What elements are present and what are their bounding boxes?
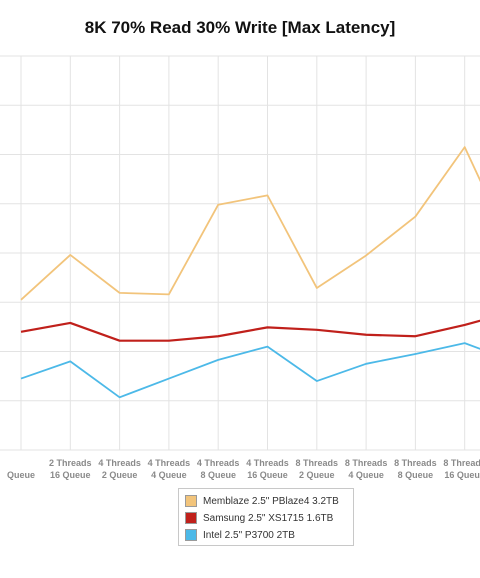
x-tick-label: 4 Threads [197, 458, 240, 468]
x-tick-label: 2 Queue [299, 470, 335, 480]
x-tick-label: 8 Threads [296, 458, 339, 468]
x-tick-label: 8 Queue [398, 470, 434, 480]
legend-swatch-intel [185, 529, 197, 541]
x-tick-label: 16 Queue [247, 470, 288, 480]
legend-item-samsung[interactable]: Samsung 2.5" XS1715 1.6TB [185, 511, 333, 525]
legend-item-intel[interactable]: Intel 2.5" P3700 2TB [185, 528, 295, 542]
x-tick-label: 8 Threads [443, 458, 480, 468]
x-tick-label: 2 Queue [102, 470, 138, 480]
legend-label-intel: Intel 2.5" P3700 2TB [203, 529, 295, 541]
x-tick-label: 16 Queue [444, 470, 480, 480]
x-tick-label: 4 Queue [151, 470, 187, 480]
x-axis-labels: Queue 2 Threads 16 Queue 4 Threads 2 Queue 4 … [7, 458, 480, 480]
chart-title: 8K 70% Read 30% Write [Max Latency] [84, 18, 396, 37]
x-tick-label: 4 Threads [98, 458, 141, 468]
x-tick-label: 4 Threads [246, 458, 289, 468]
series-line-0 [20, 146, 480, 301]
x-tick-label: Queue [7, 470, 35, 480]
x-tick-label: 8 Threads [345, 458, 388, 468]
legend-swatch-memblaze [185, 495, 197, 507]
legend-swatch-samsung [185, 512, 197, 524]
x-tick-label: 4 Queue [348, 470, 384, 480]
x-tick-label: 4 Threads [148, 458, 191, 468]
legend: Memblaze 2.5" PBlaze4 3.2TB Samsung 2.5"… [178, 488, 354, 546]
legend-label-memblaze: Memblaze 2.5" PBlaze4 3.2TB [203, 495, 339, 507]
series-line-1 [20, 319, 480, 342]
legend-label-samsung: Samsung 2.5" XS1715 1.6TB [203, 512, 334, 524]
x-tick-label: 16 Queue [50, 470, 91, 480]
series-lines [20, 146, 480, 399]
x-tick-label: 2 Threads [49, 458, 92, 468]
x-tick-label: 8 Queue [200, 470, 236, 480]
legend-item-memblaze[interactable]: Memblaze 2.5" PBlaze4 3.2TB [185, 494, 339, 508]
grid-lines [0, 55, 480, 451]
series-line-2 [20, 342, 480, 399]
x-tick-label: 8 Threads [394, 458, 437, 468]
